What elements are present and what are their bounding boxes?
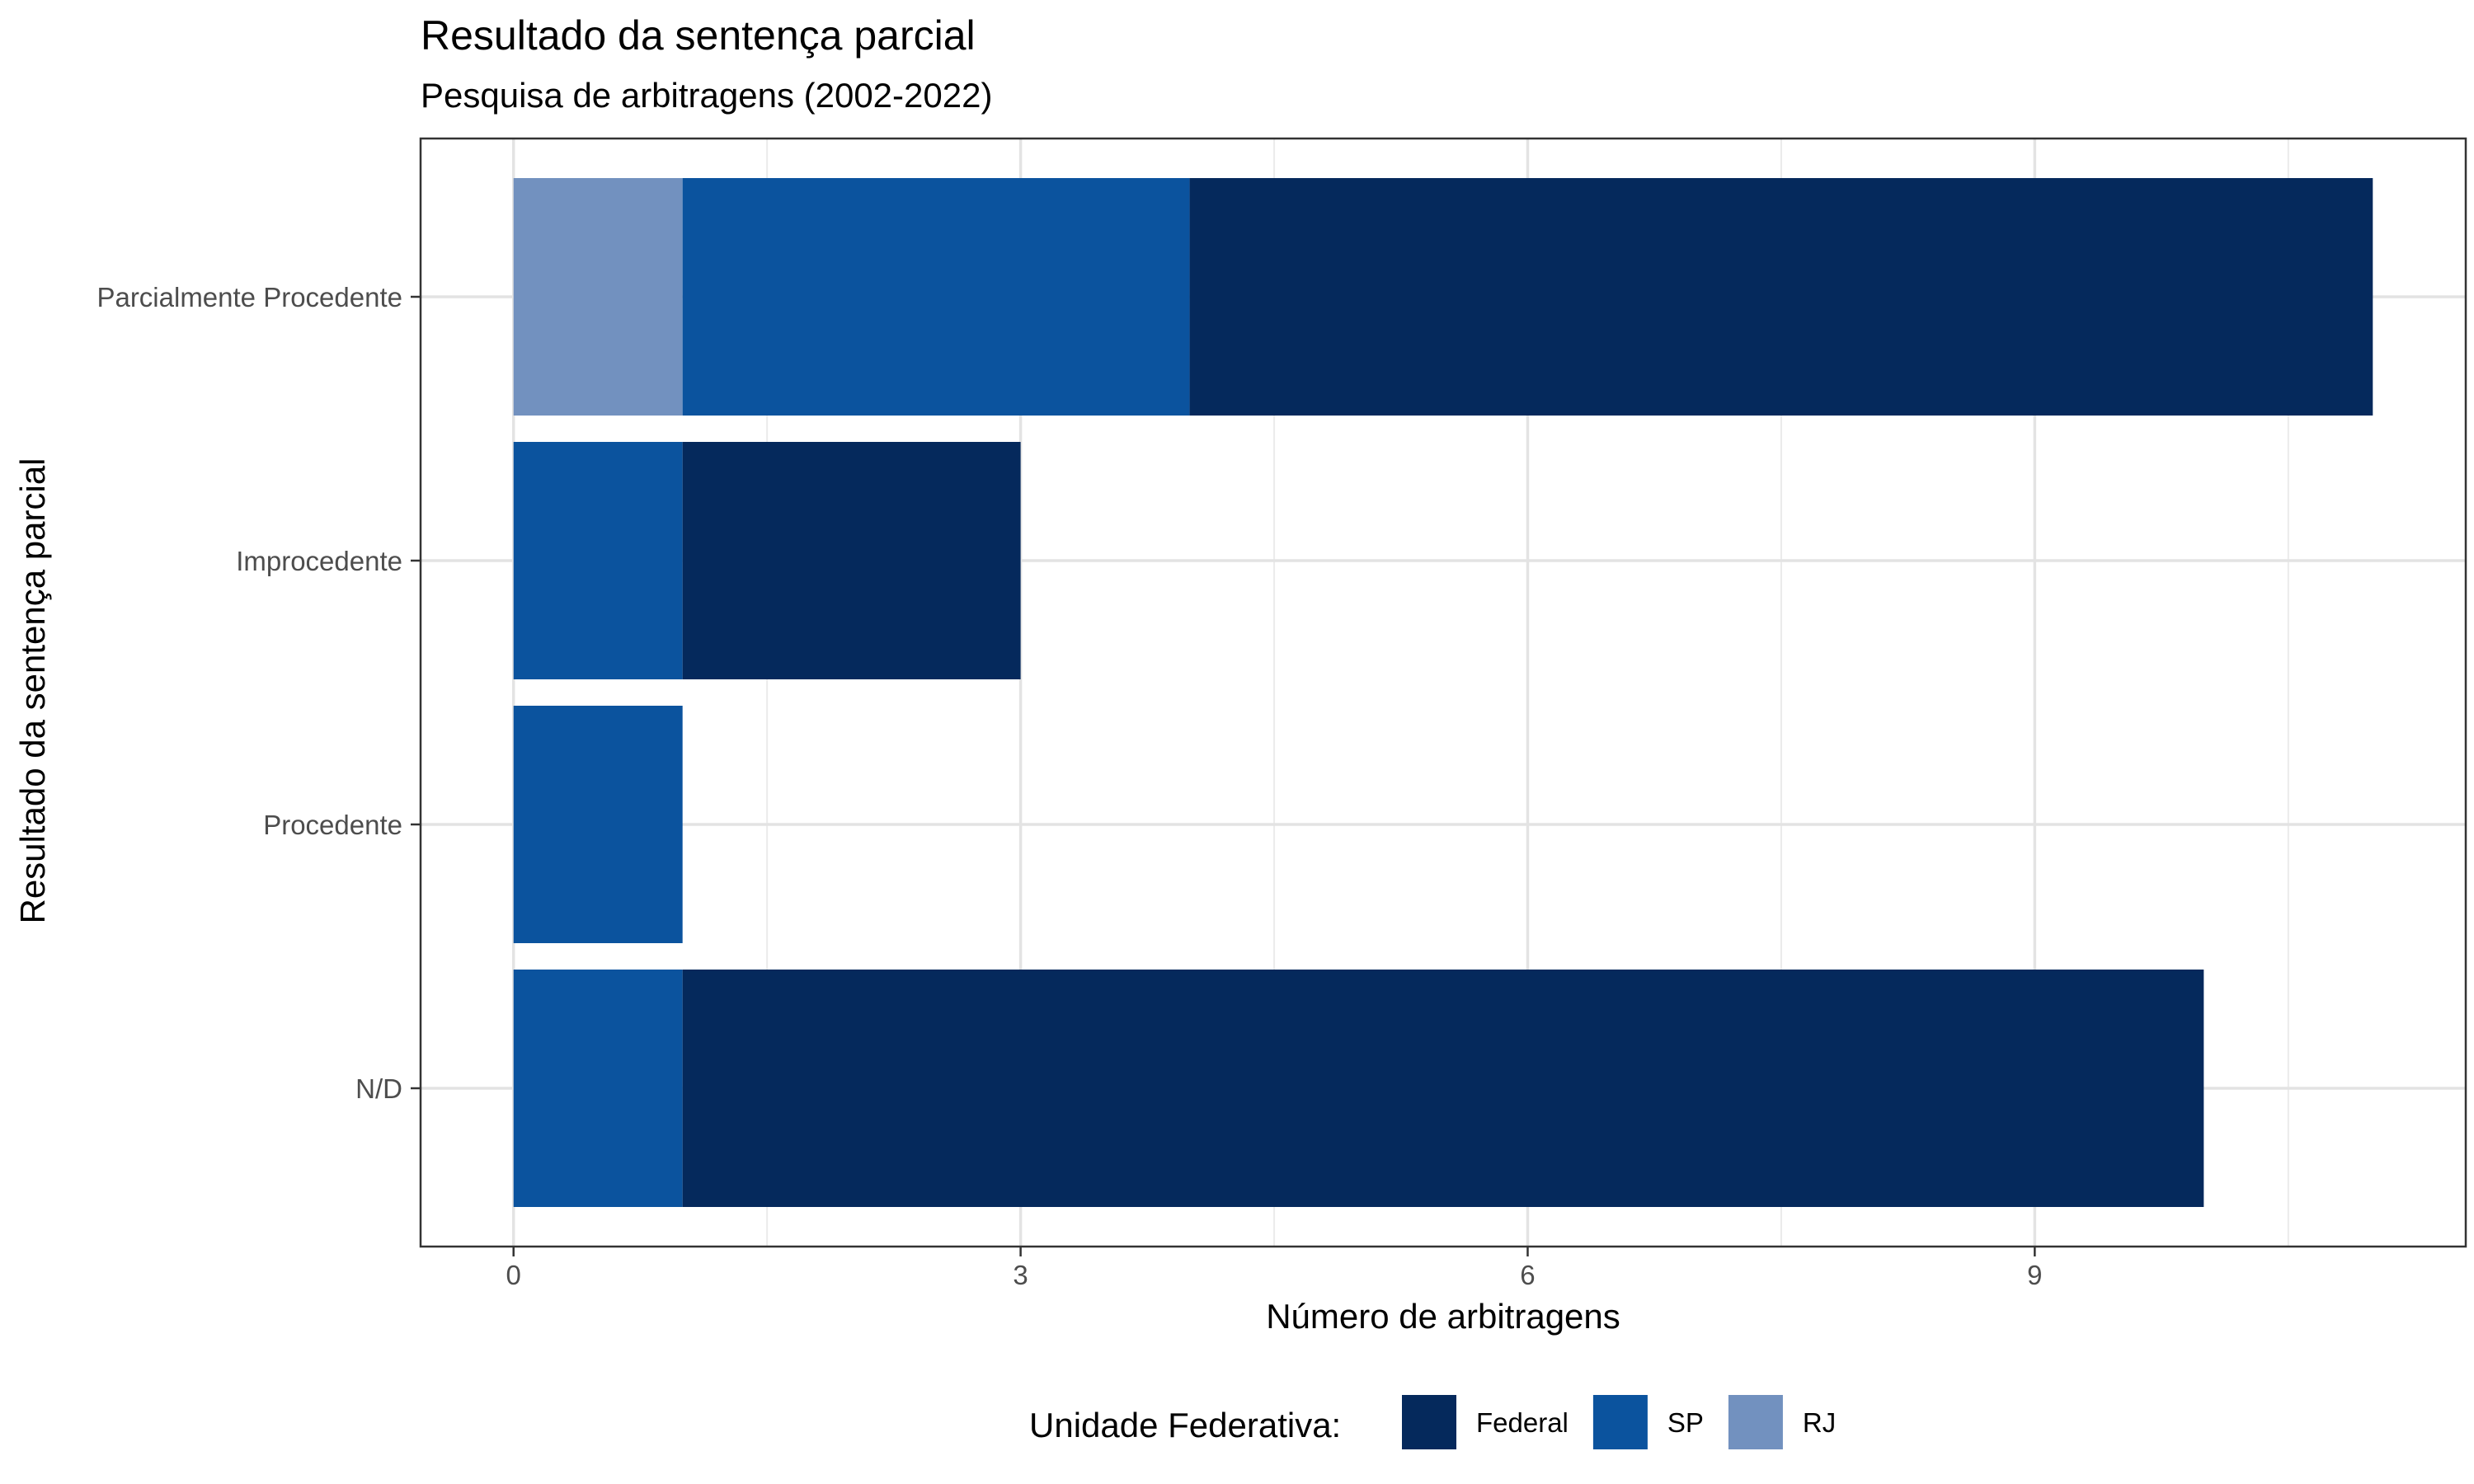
x-axis: 0 3 6 9 <box>506 1247 2043 1290</box>
bar-sp-parcialmente-procedente <box>682 178 1190 416</box>
x-tick-label: 0 <box>506 1260 521 1290</box>
y-tick-label: Procedente <box>263 810 402 840</box>
legend-key-sp <box>1592 1395 1648 1449</box>
bar-sp-procedente <box>513 706 683 943</box>
legend-label-federal: Federal <box>1476 1407 1569 1438</box>
bar-federal-improcedente <box>682 442 1021 679</box>
bars <box>513 178 2373 1207</box>
x-tick-label: 6 <box>1520 1260 1535 1290</box>
x-tick-label: 3 <box>1013 1260 1028 1290</box>
chart-subtitle: Pesquisa de arbitragens (2002-2022) <box>421 76 992 115</box>
panel-border <box>419 137 2467 1248</box>
bar-federal-n-d <box>682 970 2204 1207</box>
legend-title: Unidade Federativa: <box>1029 1406 1341 1444</box>
x-tick-label: 9 <box>2027 1260 2042 1290</box>
legend-label-sp: SP <box>1667 1407 1704 1438</box>
legend-key-federal <box>1402 1395 1456 1449</box>
y-axis: N/D Procedente Improcedente Parcialmente Pr… <box>96 282 421 1104</box>
legend: Unidade Federativa: Federal SP RJ <box>1029 1395 1836 1449</box>
y-tick-label: N/D <box>355 1073 402 1104</box>
legend-key-rj <box>1728 1395 1783 1449</box>
x-axis-title: Número de arbitragens <box>1266 1297 1620 1336</box>
y-axis-title: Resultado da sentença parcial <box>13 458 52 923</box>
legend-label-rj: RJ <box>1803 1407 1836 1438</box>
bar-sp-improcedente <box>513 442 683 679</box>
bar-sp-n-d <box>513 970 683 1207</box>
y-tick-label: Improcedente <box>236 546 402 576</box>
bar-rj-parcialmente-procedente <box>513 178 683 416</box>
plot-panel <box>419 137 2467 1248</box>
y-tick-label: Parcialmente Procedente <box>96 282 402 312</box>
bar-federal-parcialmente-procedente <box>1189 178 2373 416</box>
chart-title: Resultado da sentença parcial <box>421 12 976 59</box>
